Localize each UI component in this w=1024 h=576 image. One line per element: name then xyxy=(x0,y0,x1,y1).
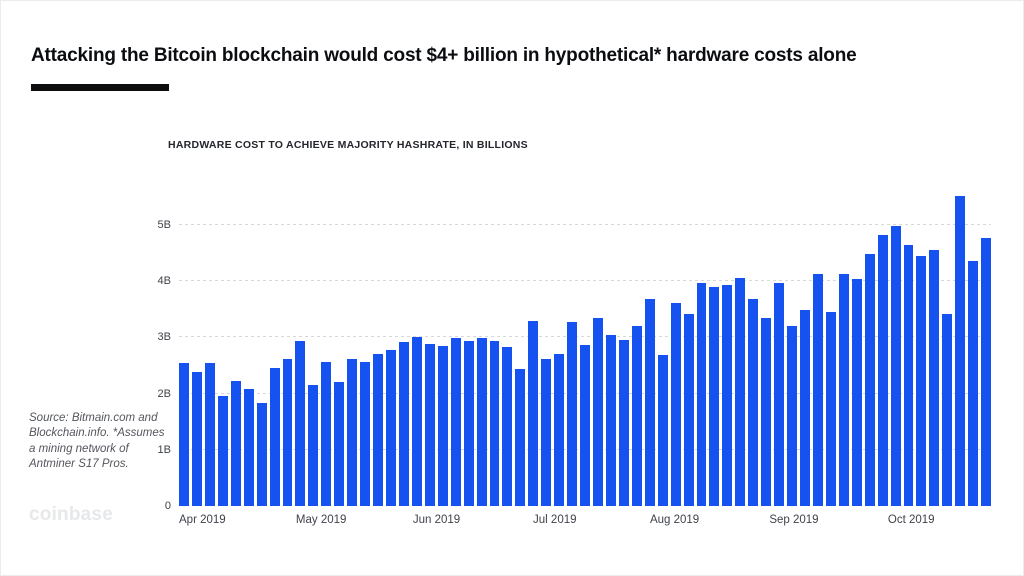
bar xyxy=(424,343,435,506)
bar xyxy=(541,358,552,506)
bar xyxy=(334,382,345,506)
bar xyxy=(670,302,681,506)
bar xyxy=(683,314,694,506)
bar xyxy=(295,341,306,506)
chart-plot-area: 5B 4B 3B 2B 1B 0 Apr 2019 May 2019 Jun 2019 Jul 2… xyxy=(158,194,992,526)
chart-bars xyxy=(179,194,992,506)
bar xyxy=(916,255,927,506)
bar xyxy=(761,318,772,506)
x-axis-tick-label: Aug 2019 xyxy=(649,514,700,526)
bar xyxy=(787,325,797,506)
bar xyxy=(360,362,371,506)
bar xyxy=(515,369,526,506)
bar xyxy=(618,340,629,506)
bar xyxy=(463,341,474,506)
bar xyxy=(981,237,992,506)
bar xyxy=(580,345,590,506)
bar xyxy=(437,346,448,506)
bar xyxy=(929,250,940,506)
coinbase-logo: coinbase xyxy=(29,504,113,525)
bar xyxy=(450,338,461,506)
bar xyxy=(864,254,875,506)
y-axis-tick-label: 1B xyxy=(157,443,171,456)
x-axis-tick-label: Oct 2019 xyxy=(887,514,935,526)
bar xyxy=(567,322,578,506)
bar xyxy=(217,395,228,506)
bar xyxy=(851,278,862,506)
bar xyxy=(321,361,332,506)
bar xyxy=(890,226,901,506)
bar xyxy=(256,402,267,506)
gridline xyxy=(179,280,991,282)
chart-title: HARDWARE COST TO ACHIEVE MAJORITY HASHRA… xyxy=(168,139,528,151)
bar xyxy=(179,363,189,506)
bar xyxy=(204,363,215,506)
bar xyxy=(903,245,914,506)
bar xyxy=(398,342,409,506)
bar xyxy=(735,278,746,506)
bar xyxy=(800,310,810,506)
bar xyxy=(657,355,668,506)
bar xyxy=(709,287,720,506)
page-title: Attacking the Bitcoin blockchain would c… xyxy=(31,44,857,66)
x-axis-tick-label: Sep 2019 xyxy=(769,514,819,526)
bar xyxy=(191,371,202,506)
title-underline-bar xyxy=(31,84,169,91)
x-axis-tick-label: May 2019 xyxy=(295,514,347,526)
bar xyxy=(877,235,888,506)
x-axis-tick-label: Jul 2019 xyxy=(533,514,577,526)
bar xyxy=(282,358,293,506)
bar xyxy=(838,274,849,506)
bar xyxy=(528,320,539,506)
bar xyxy=(593,318,603,506)
bar xyxy=(308,384,319,506)
bar xyxy=(955,195,966,506)
bar xyxy=(774,283,785,506)
bar xyxy=(825,311,836,506)
bar xyxy=(722,284,733,506)
bar xyxy=(243,388,254,506)
bar xyxy=(942,314,953,506)
bar xyxy=(748,298,759,506)
y-axis-tick-label: 0 xyxy=(164,500,171,512)
bar xyxy=(489,341,500,506)
bar xyxy=(269,368,280,506)
bar xyxy=(696,283,707,506)
bar xyxy=(605,334,616,506)
source-note: Source: Bitmain.com and Blockchain.info.… xyxy=(29,412,165,470)
y-axis-tick-label: 4B xyxy=(157,275,171,288)
bar xyxy=(230,380,241,506)
bar xyxy=(502,347,513,506)
bar xyxy=(812,274,823,506)
y-axis-tick-label: 3B xyxy=(157,331,171,344)
gridline xyxy=(179,223,991,225)
bar xyxy=(644,298,655,506)
x-axis-tick-label: Jun 2019 xyxy=(412,514,461,526)
bar xyxy=(968,260,979,506)
bar xyxy=(411,337,422,506)
y-axis-tick-label: 2B xyxy=(157,387,171,400)
y-axis-tick-label: 5B xyxy=(157,218,171,231)
bar xyxy=(476,338,487,506)
bar xyxy=(373,353,383,506)
bar xyxy=(386,350,396,506)
bar xyxy=(631,326,642,506)
gridline xyxy=(179,336,991,338)
bar xyxy=(554,353,565,506)
bar xyxy=(347,359,358,506)
x-axis-tick-label: Apr 2019 xyxy=(179,514,226,526)
